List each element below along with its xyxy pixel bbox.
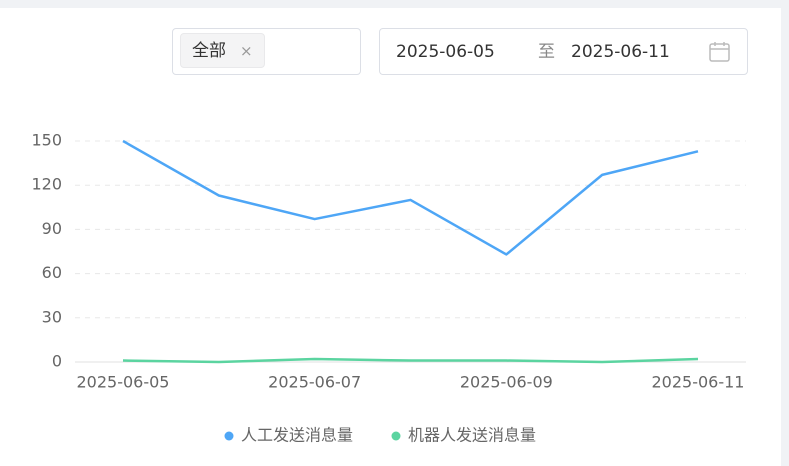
x-tick-label: 2025-06-07	[268, 373, 361, 392]
y-tick-label: 90	[42, 219, 62, 238]
y-tick-label: 150	[31, 131, 62, 150]
legend-label: 机器人发送消息量	[408, 426, 536, 445]
y-tick-label: 120	[31, 175, 62, 194]
series-line	[122, 139, 699, 256]
y-tick-label: 60	[42, 263, 62, 282]
calendar-icon	[709, 42, 730, 62]
legend-marker	[391, 431, 401, 441]
date-end[interactable]: 2025-06-11	[571, 42, 670, 62]
tag: 全部 ×	[180, 33, 265, 68]
series-line	[122, 357, 699, 364]
tag-close[interactable]: ×	[240, 42, 253, 60]
x-tick-label: 2025-06-05	[77, 373, 170, 392]
tag-text: 全部	[192, 41, 226, 61]
y-tick-label: 30	[42, 307, 62, 326]
chart: 0 30 60 90 120 150 2025-06-05 2025-06-07 2025-06…	[31, 131, 746, 445]
date-separator: 至	[538, 42, 555, 62]
x-tick-label: 2025-06-09	[460, 373, 553, 392]
y-tick-label: 0	[52, 352, 62, 371]
date-start[interactable]: 2025-06-05	[396, 42, 495, 62]
tag-select[interactable]: 全部 ×	[172, 28, 361, 75]
x-tick-label: 2025-06-11	[652, 373, 745, 392]
legend-marker	[224, 431, 234, 441]
legend-label: 人工发送消息量	[241, 426, 353, 445]
date-range[interactable]: 2025-06-05 至 2025-06-11	[379, 28, 748, 75]
panel: 全部 × 2025-06-05 至 2025-06-11 0 30 60 90 120 1…	[0, 8, 781, 466]
